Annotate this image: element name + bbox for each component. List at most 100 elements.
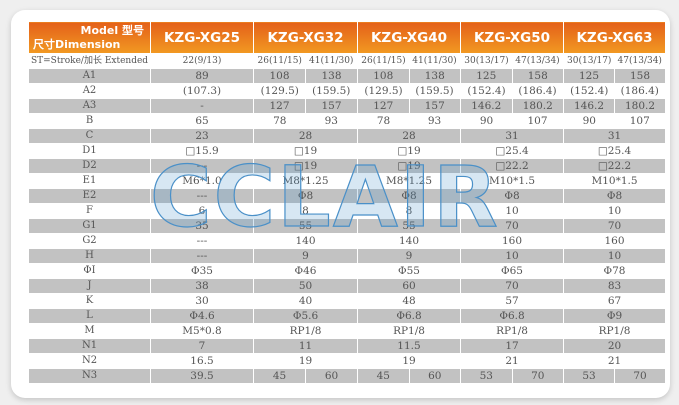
table-cell: Φ8 — [357, 188, 461, 204]
row-label: A2 — [28, 83, 151, 99]
row-label: D1 — [28, 143, 151, 159]
table-cell: 23 — [150, 128, 254, 144]
row-label: G2 — [28, 233, 151, 249]
cell-value: 125 — [462, 69, 513, 83]
cell-value: 26(11/15) — [361, 56, 406, 66]
table-cell: RP1/8 — [357, 323, 461, 339]
table-cell: 31 — [563, 128, 666, 144]
row-label: A1 — [28, 68, 151, 84]
cell-value: 93 — [324, 115, 338, 127]
table-cell: (129.5) (159.5) — [357, 83, 461, 99]
row-label: E2 — [28, 188, 151, 204]
table-cell: --- — [150, 233, 254, 249]
table-cell: M10*1.5 — [460, 173, 564, 189]
dimension-label: 尺寸Dimension — [33, 38, 121, 51]
table-cell: 9 — [253, 248, 358, 264]
table-row: C 23 28 28 31 31 — [28, 128, 666, 144]
cell-value: 127 — [359, 99, 410, 113]
cell-value: 157 — [424, 100, 445, 112]
table-cell: Φ6.8 — [460, 308, 564, 324]
table-cell: - — [150, 98, 254, 114]
model-header: KZG-XG63 — [563, 21, 666, 54]
cell-value: 47(13/34) — [617, 56, 662, 66]
table-cell: 7 — [150, 338, 254, 354]
table-cell: □15.9 — [150, 143, 254, 159]
cell-value: 93 — [427, 115, 442, 127]
table-cell: 11.5 — [357, 338, 461, 354]
table-cell: 60 — [357, 278, 461, 294]
table-cell: 45 60 — [253, 368, 358, 384]
table-cell: □19 — [253, 158, 358, 174]
table-row: N3 39.5 45 60 45 60 53 70 53 70 — [28, 368, 666, 384]
row-label: B — [28, 113, 151, 129]
cell-value: (129.5) — [260, 85, 299, 97]
table-cell: □25.4 — [460, 143, 564, 159]
row-label: H — [28, 248, 151, 264]
cell-value: (186.4) — [620, 85, 659, 97]
cell-value: 107 — [527, 115, 548, 127]
table-cell: Φ6.8 — [357, 308, 461, 324]
table-cell: □19 — [357, 158, 461, 174]
table-cell: Φ8 — [460, 188, 564, 204]
table-cell: --- — [150, 248, 254, 264]
table-cell: 20 — [563, 338, 666, 354]
table-cell: 9 — [357, 248, 461, 264]
table-cell: (152.4) (186.4) — [460, 83, 564, 99]
row-label: M — [28, 323, 151, 339]
cell-value: (159.5) — [415, 85, 454, 97]
row-label: ST=Stroke/加长 Extended — [28, 53, 151, 69]
table-cell: 40 — [253, 293, 358, 309]
table-cell: 146.2 180.2 — [460, 98, 564, 114]
table-cell: 38 — [150, 278, 254, 294]
row-label: A3 — [28, 98, 151, 114]
table-cell: 70 — [563, 218, 666, 234]
cell-value: 180.2 — [624, 100, 656, 112]
table-cell: 16.5 — [150, 353, 254, 369]
cell-value: 107 — [629, 115, 650, 127]
table-cell: M5*0.8 — [150, 323, 254, 339]
table-cell: 22(9/13) — [150, 53, 254, 69]
table-cell: Φ8 — [563, 188, 666, 204]
cell-value: 125 — [565, 69, 615, 83]
table-cell: (152.4) (186.4) — [563, 83, 666, 99]
table-row: M M5*0.8 RP1/8 RP1/8 RP1/8 RP1/8 — [28, 323, 666, 339]
cell-value: (152.4) — [467, 85, 506, 97]
table-cell: 108 138 — [253, 68, 358, 84]
cell-value: (159.5) — [312, 85, 351, 97]
table-cell: 31 — [460, 128, 564, 144]
table-cell: 125 158 — [460, 68, 564, 84]
table-cell: 10 — [460, 248, 564, 264]
table-cell: Φ9 — [563, 308, 666, 324]
header-row: Model 型号 尺寸Dimension KZG-XG25 KZG-XG32 K… — [28, 21, 666, 54]
table-cell: 55 — [253, 218, 358, 234]
cell-value: 108 — [359, 69, 410, 83]
table-cell: RP1/8 — [563, 323, 666, 339]
cell-value: 90 — [582, 115, 596, 127]
cell-value: 70 — [531, 370, 545, 382]
model-header: KZG-XG50 — [460, 21, 564, 54]
table-cell: 108 138 — [357, 68, 461, 84]
table-cell: 90 107 — [460, 113, 564, 129]
table-cell: 21 — [460, 353, 564, 369]
row-label: J — [28, 278, 151, 294]
table-cell: 45 60 — [357, 368, 461, 384]
table-cell: (129.5) (159.5) — [253, 83, 358, 99]
table-cell: Φ35 — [150, 263, 254, 279]
table-cell: 30 — [150, 293, 254, 309]
table-cell: 10 — [563, 248, 666, 264]
table-cell: 35 — [150, 218, 254, 234]
cell-value: 78 — [376, 115, 391, 127]
table-cell: 28 — [253, 128, 358, 144]
table-cell: □25.4 — [563, 143, 666, 159]
table-row: E2 --- Φ8 Φ8 Φ8 Φ8 — [28, 188, 666, 204]
cell-value: (186.4) — [518, 85, 557, 97]
cell-value: (152.4) — [570, 85, 609, 97]
table-row: K 30 40 48 57 67 — [28, 293, 666, 309]
table-row: A1 89 108 138 108 138 125 158 125 158 — [28, 68, 666, 84]
row-label: G1 — [28, 218, 151, 234]
cell-value: 138 — [424, 70, 445, 82]
table-cell: RP1/8 — [253, 323, 358, 339]
table-cell: 21 — [563, 353, 666, 369]
table-cell: --- — [150, 188, 254, 204]
cell-value: 158 — [527, 70, 548, 82]
